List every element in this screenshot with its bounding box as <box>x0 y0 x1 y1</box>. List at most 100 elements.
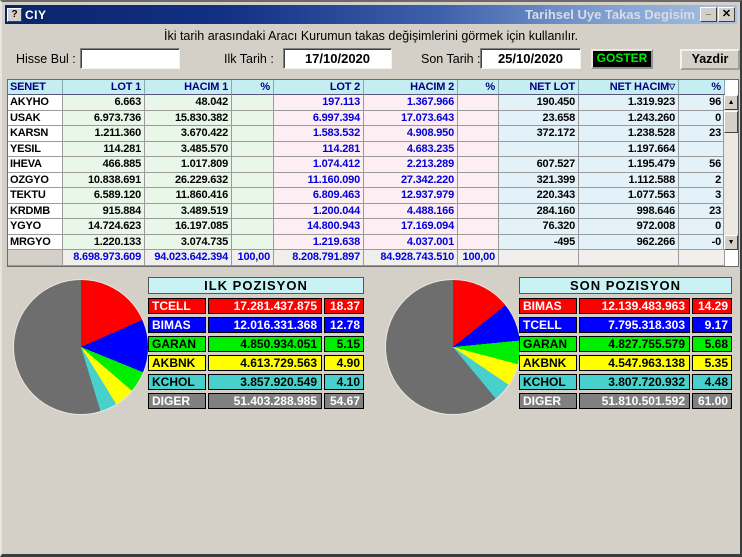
position-row: KCHOL 3.807.720.932 4.48 <box>519 374 732 390</box>
table-row[interactable]: TEKTU 6.589.120 11.860.416 6.809.463 12.937.… <box>8 188 738 204</box>
grid-cell <box>232 219 274 235</box>
grid-cell: 962.266 <box>579 234 679 250</box>
grid-cell: 94.023.642.394 <box>145 250 232 266</box>
close-button[interactable]: ✕ <box>718 7 735 22</box>
grid-cell: OZGYO <box>8 172 63 188</box>
table-row[interactable]: KARSN 1.211.360 3.670.422 1.583.532 4.908.95… <box>8 126 738 142</box>
position-value: 7.795.318.303 <box>579 317 690 333</box>
position-row: BIMAS 12.139.483.963 14.29 <box>519 298 732 314</box>
position-name: BIMAS <box>148 317 206 333</box>
grid-cell: 84.928.743.510 <box>364 250 458 266</box>
grid-cell: 0 <box>679 110 725 126</box>
grid-cell: YESIL <box>8 141 63 157</box>
grid-header-cell[interactable]: HACIM 2 <box>364 80 458 95</box>
grid-cell <box>458 219 499 235</box>
grid-header-cell[interactable]: LOT 2 <box>274 80 364 95</box>
grid-cell: 48.042 <box>145 95 232 111</box>
hisse-bul-input[interactable] <box>80 48 180 69</box>
table-row[interactable]: IHEVA 466.885 1.017.809 1.074.412 2.213.289 6… <box>8 157 738 173</box>
scrollbar-thumb[interactable] <box>724 111 738 133</box>
sort-indicator-icon: ▽ <box>669 82 675 91</box>
position-value: 12.016.331.368 <box>208 317 322 333</box>
grid-cell: 972.008 <box>579 219 679 235</box>
grid-header-cell[interactable]: % <box>232 80 274 95</box>
grid-cell: KRDMB <box>8 203 63 219</box>
grid-cell: 4.037.001 <box>364 234 458 250</box>
position-name: TCELL <box>148 298 206 314</box>
position-value: 51.403.288.985 <box>208 393 322 409</box>
grid-cell: 96 <box>679 95 725 111</box>
goster-button[interactable]: GOSTER <box>591 49 653 69</box>
position-name: KCHOL <box>519 374 577 390</box>
grid-cell: 23.658 <box>499 110 579 126</box>
position-row: BIMAS 12.016.331.368 12.78 <box>148 317 364 333</box>
son-pozisyon-pie-chart <box>386 280 520 414</box>
position-percent: 9.17 <box>692 317 732 333</box>
grid-cell: 3.670.422 <box>145 126 232 142</box>
position-name: DIGER <box>148 393 206 409</box>
position-row: DIGER 51.810.501.592 61.00 <box>519 393 732 409</box>
table-row[interactable]: MRGYO 1.220.133 3.074.735 1.219.638 4.037.00… <box>8 234 738 250</box>
grid-scrollbar[interactable]: ▲ ▼ <box>723 95 738 250</box>
close-icon: ✕ <box>721 8 732 20</box>
hisse-bul-label: Hisse Bul : <box>16 52 76 66</box>
grid-header-cell[interactable]: NET HACIM▽ <box>579 80 679 95</box>
grid-cell: 1.319.923 <box>579 95 679 111</box>
grid-header-cell[interactable]: % <box>679 80 725 95</box>
table-row[interactable]: KRDMB 915.884 3.489.519 1.200.044 4.488.166 2… <box>8 203 738 219</box>
minimize-button[interactable]: _ <box>700 6 717 22</box>
grid-header-cell[interactable]: % <box>458 80 499 95</box>
position-row: KCHOL 3.857.920.549 4.10 <box>148 374 364 390</box>
grid-cell: 1.077.563 <box>579 188 679 204</box>
ilk-tarih-field[interactable]: 17/10/2020 <box>283 48 392 69</box>
grid-cell: 1.219.638 <box>274 234 364 250</box>
grid-cell: 15.830.382 <box>145 110 232 126</box>
son-pozisyon-table: SON POZISYON BIMAS 12.139.483.963 14.29 TCE… <box>519 277 732 412</box>
yazdir-button[interactable]: Yazdir <box>680 49 740 70</box>
son-tarih-field[interactable]: 25/10/2020 <box>480 48 581 69</box>
position-value: 4.613.729.563 <box>208 355 322 371</box>
table-row[interactable]: USAK 6.973.736 15.830.382 6.997.394 17.073.6… <box>8 110 738 126</box>
grid-cell: 114.281 <box>63 141 145 157</box>
grid-cell <box>232 126 274 142</box>
grid-cell <box>232 172 274 188</box>
grid-cell: 4.683.235 <box>364 141 458 157</box>
scroll-up-icon[interactable]: ▲ <box>724 95 738 110</box>
position-percent: 5.35 <box>692 355 732 371</box>
table-row[interactable]: AKYHO 6.663 48.042 197.113 1.367.966 190.450 1… <box>8 95 738 111</box>
position-value: 12.139.483.963 <box>579 298 690 314</box>
grid-cell: 1.243.260 <box>579 110 679 126</box>
grid-cell: 6.973.736 <box>63 110 145 126</box>
table-row[interactable]: OZGYO 10.838.691 26.229.632 11.160.090 27.34… <box>8 172 738 188</box>
grid-cell: 14.800.943 <box>274 219 364 235</box>
scroll-down-icon[interactable]: ▼ <box>724 235 738 250</box>
position-value: 4.850.934.051 <box>208 336 322 352</box>
grid-cell <box>458 234 499 250</box>
grid-cell: 11.160.090 <box>274 172 364 188</box>
position-row: DIGER 51.403.288.985 54.67 <box>148 393 364 409</box>
grid-cell: 372.172 <box>499 126 579 142</box>
grid-header-cell[interactable]: LOT 1 <box>63 80 145 95</box>
grid-cell: 998.646 <box>579 203 679 219</box>
grid-cell: 100,00 <box>232 250 274 266</box>
table-row[interactable]: YESIL 114.281 3.485.570 114.281 4.683.235 1.1… <box>8 141 738 157</box>
grid-cell <box>499 250 579 266</box>
position-percent: 14.29 <box>692 298 732 314</box>
grid-cell: 0 <box>679 219 725 235</box>
grid-cell: 14.724.623 <box>63 219 145 235</box>
grid-cell: 10.838.691 <box>63 172 145 188</box>
grid-cell <box>499 141 579 157</box>
grid-header-cell[interactable]: NET LOT <box>499 80 579 95</box>
grid-cell: 6.589.120 <box>63 188 145 204</box>
position-name: AKBNK <box>148 355 206 371</box>
grid-header-cell[interactable]: SENET <box>8 80 63 95</box>
grid-cell: 2 <box>679 172 725 188</box>
grid-cell: 1.200.044 <box>274 203 364 219</box>
grid-header-cell[interactable]: HACIM 1 <box>145 80 232 95</box>
table-row[interactable]: YGYO 14.724.623 16.197.085 14.800.943 17.169… <box>8 219 738 235</box>
position-name: KCHOL <box>148 374 206 390</box>
grid-cell: USAK <box>8 110 63 126</box>
grid-cell <box>579 250 679 266</box>
grid-cell: 8.208.791.897 <box>274 250 364 266</box>
help-icon[interactable]: ? <box>7 7 22 22</box>
